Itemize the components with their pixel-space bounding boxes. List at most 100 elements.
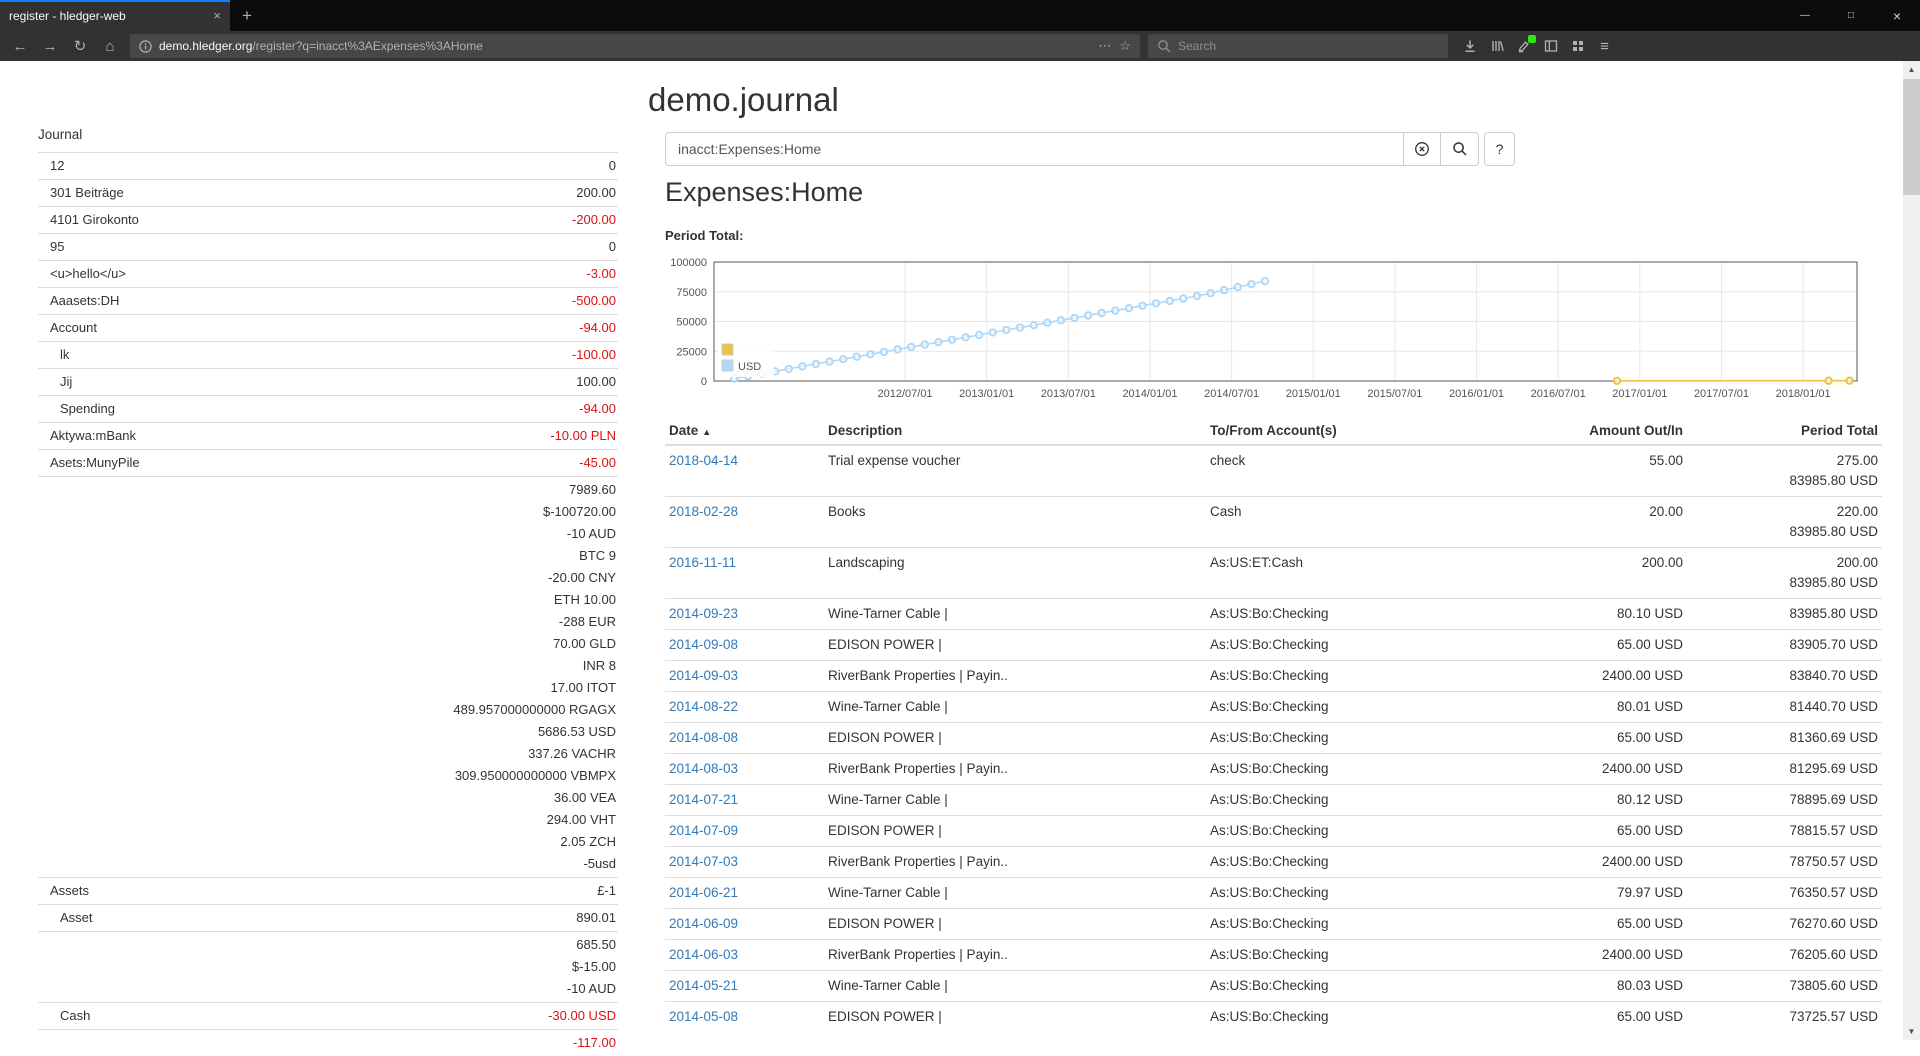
transaction-date-link[interactable]: 2014-07-09: [669, 823, 739, 838]
transaction-account: As:US:Bo:Checking: [1206, 691, 1528, 723]
transaction-date-link[interactable]: 2014-07-03: [669, 854, 739, 869]
sidebar-account-link[interactable]: Asset: [60, 910, 93, 925]
query-input[interactable]: [665, 132, 1404, 166]
sidebar-account-link[interactable]: lk: [60, 347, 70, 362]
period-total: 78815.57 USD: [1687, 815, 1882, 847]
transaction-date-link[interactable]: 2014-08-22: [669, 699, 739, 714]
transaction-date-link[interactable]: 2014-07-21: [669, 792, 739, 807]
transaction-date-link[interactable]: 2018-02-28: [669, 504, 739, 519]
transaction-description: RiverBank Properties | Payin..: [824, 660, 1206, 692]
sidebar-account-link[interactable]: Assets: [50, 883, 90, 898]
sidebar-account-balance: 0: [608, 239, 616, 254]
transaction-date-link[interactable]: 2018-04-14: [669, 453, 739, 468]
search-icon: [1158, 40, 1171, 53]
transaction-description: EDISON POWER |: [824, 908, 1206, 940]
transaction-account: As:US:Bo:Checking: [1206, 629, 1528, 661]
maximize-button[interactable]: □: [1847, 10, 1855, 21]
transaction-date-link[interactable]: 2014-08-03: [669, 761, 739, 776]
sidebar-account-row: 4101 Girokonto -200.00: [38, 206, 618, 233]
register-column-header: Period Total: [1687, 417, 1882, 446]
svg-text:100000: 100000: [670, 257, 707, 269]
reload-button[interactable]: ↻: [73, 38, 87, 55]
register-column-header: Description: [824, 417, 1206, 446]
sidebar-account-link[interactable]: Aaasets:DH: [50, 293, 120, 308]
transaction-date-link[interactable]: 2014-09-23: [669, 606, 739, 621]
query-form: ?: [665, 132, 1515, 166]
register-header-row: Date ▲ Description To/From Account(s) Amount…: [665, 417, 1882, 446]
back-button[interactable]: ←: [12, 37, 28, 55]
sidebar-account-link[interactable]: 301 Beiträge: [50, 185, 124, 200]
clear-query-button[interactable]: [1404, 132, 1441, 166]
page-actions-icon[interactable]: ⋯: [1098, 38, 1113, 53]
register-row: 2014-08-03 RiverBank Properties | Payin..…: [665, 753, 1882, 785]
transaction-date-link[interactable]: 2014-08-08: [669, 730, 739, 745]
transaction-account: Cash: [1206, 496, 1528, 548]
tab-close-icon[interactable]: ×: [213, 8, 221, 23]
library-icon[interactable]: [1483, 33, 1510, 59]
sidebar-account-link[interactable]: Cash: [60, 1008, 91, 1023]
forward-button[interactable]: →: [42, 37, 58, 55]
sidebar-account-row: Cash -30.00 USD: [38, 1002, 618, 1029]
help-button[interactable]: ?: [1484, 132, 1515, 166]
sidebar-account-row: 95 0: [38, 233, 618, 260]
browser-tab[interactable]: register - hledger-web ×: [0, 0, 230, 31]
sidebar-account-row: Asets:MunyPile -45.00: [38, 449, 618, 476]
sidebar-account-link[interactable]: Account: [50, 320, 97, 335]
register-column-header[interactable]: Date ▲: [665, 417, 824, 446]
extension-icon[interactable]: [1510, 33, 1537, 59]
register-row: 2014-07-21 Wine-Tarner Cable | As:US:Bo:Ch…: [665, 784, 1882, 816]
transaction-account: As:US:Bo:Checking: [1206, 1001, 1528, 1032]
transaction-description: EDISON POWER |: [824, 629, 1206, 661]
transaction-date-link[interactable]: 2014-05-08: [669, 1009, 739, 1024]
sidebar-account-link[interactable]: 12: [50, 158, 65, 173]
transaction-date-link[interactable]: 2014-06-03: [669, 947, 739, 962]
sidebar-account-link[interactable]: Aktywa:mBank: [50, 428, 136, 443]
bookmark-star-icon[interactable]: ☆: [1119, 38, 1131, 53]
site-info-icon[interactable]: [139, 39, 152, 53]
new-tab-button[interactable]: +: [242, 5, 252, 25]
browser-search-bar[interactable]: Search: [1148, 34, 1448, 58]
accounts-sidebar: Journal 12 0 301 Beiträge 200.00 4101 Giroko…: [38, 127, 618, 1056]
transaction-date-link[interactable]: 2014-09-08: [669, 637, 739, 652]
sidebar-account-link[interactable]: Spending: [60, 401, 115, 416]
scroll-down-icon[interactable]: ▼: [1907, 1027, 1916, 1036]
url-text: demo.hledger.org/register?q=inacct%3AExp…: [159, 39, 1091, 53]
scroll-up-icon[interactable]: ▲: [1907, 65, 1916, 74]
transaction-date-link[interactable]: 2014-06-21: [669, 885, 739, 900]
journal-link[interactable]: Journal: [38, 127, 83, 142]
svg-text:25000: 25000: [676, 346, 707, 358]
search-button[interactable]: [1441, 132, 1479, 166]
transaction-description: Books: [824, 496, 1206, 548]
magnifier-icon: [1452, 142, 1467, 156]
sidebar-account-link[interactable]: <u>hello</u>: [50, 266, 126, 281]
svg-text:2012/07/01: 2012/07/01: [878, 388, 933, 400]
transaction-date-link[interactable]: 2014-06-09: [669, 916, 739, 931]
menu-icon[interactable]: ≡: [1600, 37, 1609, 55]
apps-grid-icon[interactable]: [1564, 33, 1591, 59]
minimize-button[interactable]: —: [1800, 10, 1810, 21]
sidebar-account-link[interactable]: 95: [50, 239, 65, 254]
sidebar-account-balance: -45.00: [579, 455, 616, 470]
transaction-amount: 80.03 USD: [1528, 970, 1687, 1002]
page-scrollbar[interactable]: ▲ ▼: [1903, 61, 1920, 1040]
period-total: 81440.70 USD: [1687, 691, 1882, 723]
sidebar-account-link[interactable]: 4101 Girokonto: [50, 212, 139, 227]
downloads-icon[interactable]: [1456, 33, 1483, 59]
close-window-button[interactable]: ×: [1892, 7, 1902, 24]
sidebar-account-balance: 200.00: [576, 185, 616, 200]
svg-text:2013/01/01: 2013/01/01: [959, 388, 1014, 400]
sidebar-account-balance: -30.00 USD: [548, 1008, 616, 1023]
transaction-date-link[interactable]: 2016-11-11: [669, 555, 737, 570]
sidebars-icon[interactable]: [1537, 33, 1564, 59]
scrollbar-thumb[interactable]: [1903, 79, 1920, 195]
transaction-account: As:US:Bo:Checking: [1206, 908, 1528, 940]
transaction-date-link[interactable]: 2014-05-21: [669, 978, 739, 993]
sidebar-account-row: Account -94.00: [38, 314, 618, 341]
sidebar-account-balance: -94.00: [579, 401, 616, 416]
sidebar-account-link[interactable]: Asets:MunyPile: [50, 455, 140, 470]
address-bar[interactable]: demo.hledger.org/register?q=inacct%3AExp…: [130, 34, 1140, 58]
transaction-date-link[interactable]: 2014-09-03: [669, 668, 739, 683]
home-button[interactable]: ⌂: [105, 37, 115, 55]
transaction-amount: 65.00 USD: [1528, 815, 1687, 847]
sidebar-account-link[interactable]: Jij: [60, 374, 73, 389]
